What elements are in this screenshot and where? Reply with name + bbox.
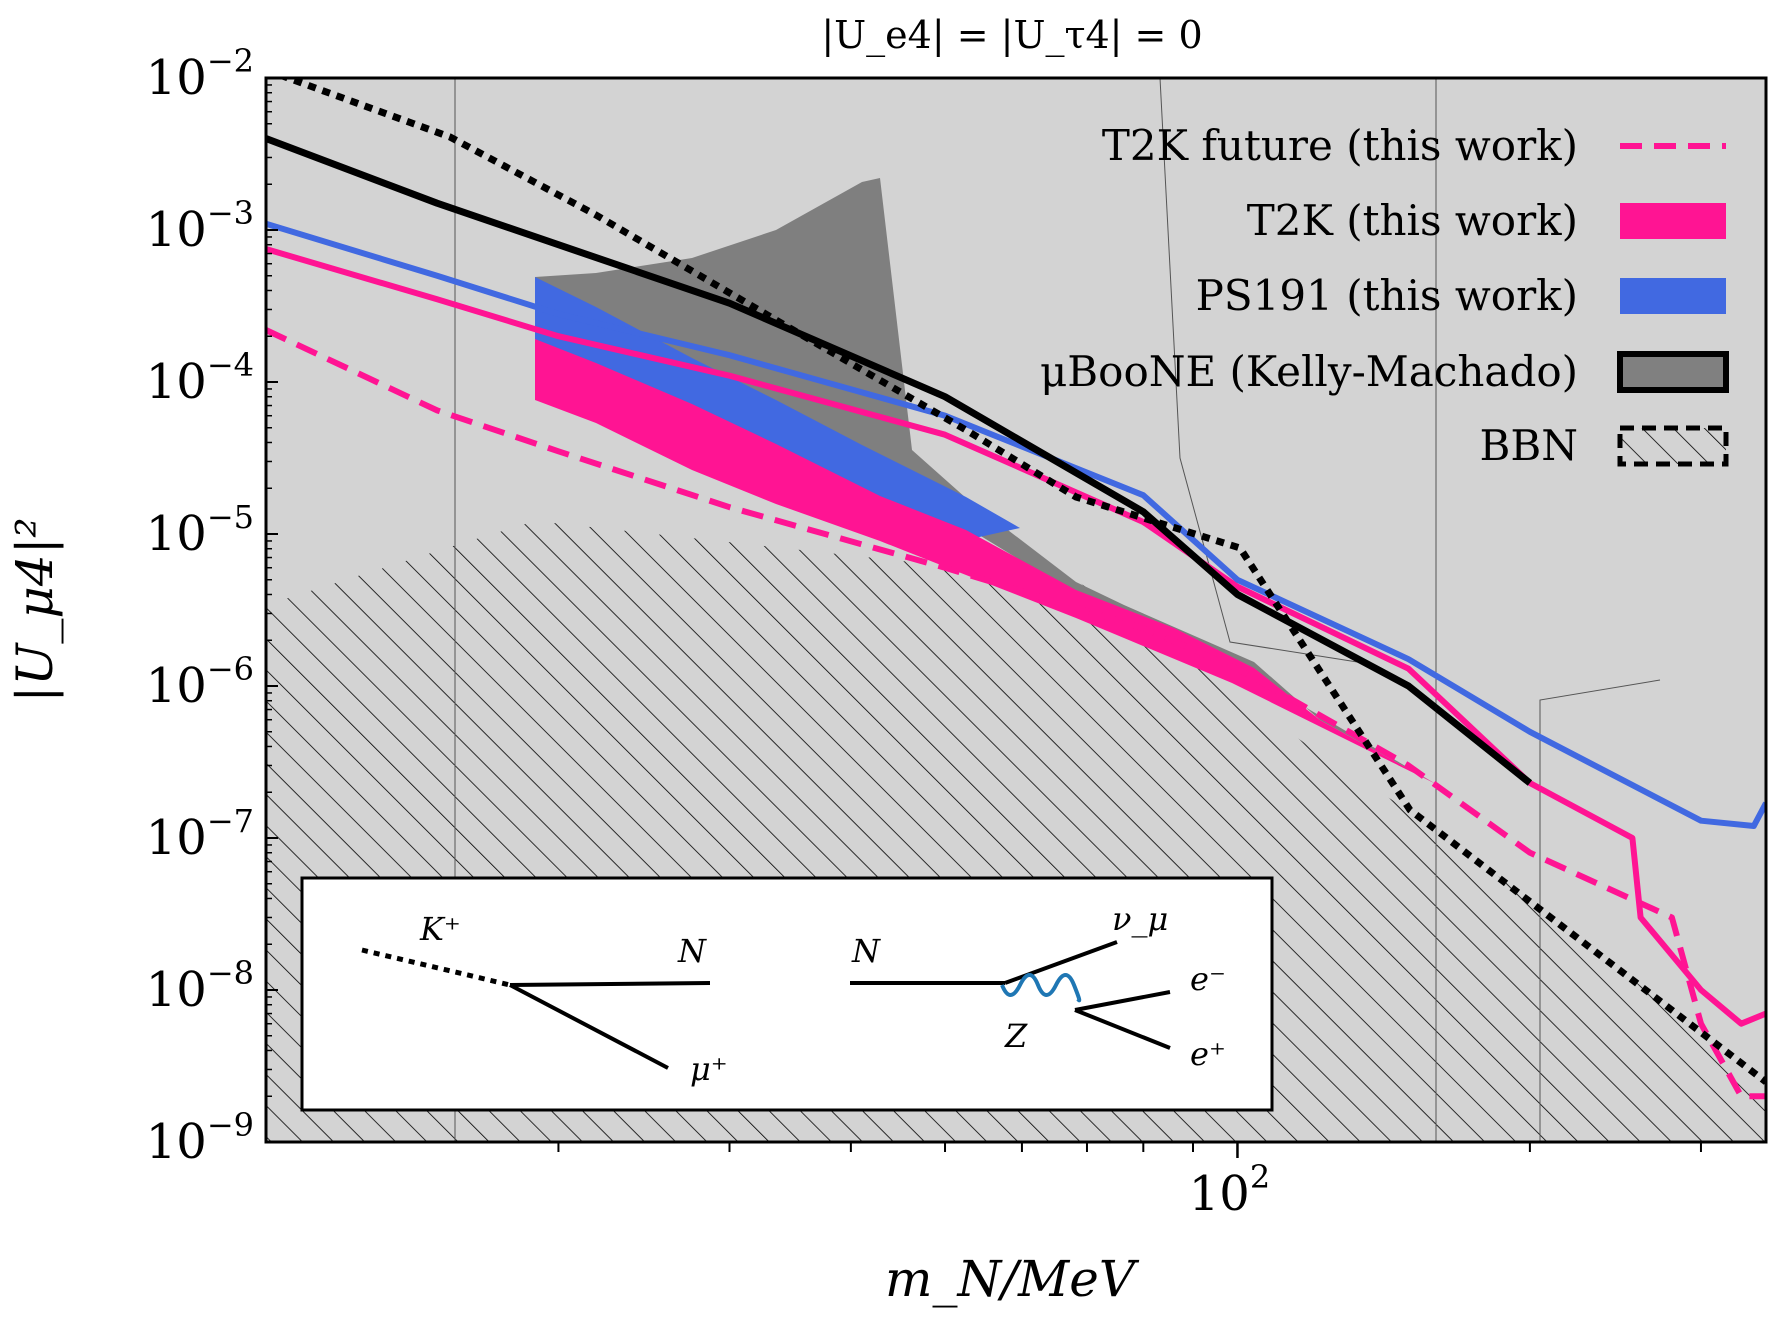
feynman-inset: K⁺ N μ⁺ N ν_μ e⁻ e⁺ Z <box>300 876 1274 1112</box>
y-axis-ticks: 10−2 10−3 10−4 10−5 10−6 10−7 10−8 10−9 <box>146 42 278 1170</box>
z-boson-wavy-line <box>1000 973 1082 1003</box>
microboone-shaded-region <box>535 178 1436 784</box>
t2k-band <box>535 339 1436 784</box>
label-electron: e⁻ <box>1190 960 1226 998</box>
label-n-left: N <box>677 932 707 970</box>
y-tick-label-1: 10−3 <box>146 194 254 258</box>
legend-swatch-4 <box>1617 425 1729 467</box>
legend: T2K future (this work) T2K (this work) PS1… <box>1040 121 1729 470</box>
legend-label-0: T2K future (this work) <box>1102 121 1578 170</box>
series-line-3 <box>266 135 1533 786</box>
label-positron: e⁺ <box>1190 1035 1226 1073</box>
legend-swatch-3 <box>1617 351 1729 393</box>
x-axis-label: m_N/MeV <box>885 1250 1140 1308</box>
heavy-neutrino-line-left <box>509 981 711 987</box>
legend-label-4: BBN <box>1480 421 1578 470</box>
y-axis-label: |U_μ4|² <box>6 517 64 702</box>
legend-label-3: μBooNE (Kelly-Machado) <box>1040 347 1578 396</box>
inset-box <box>300 876 1274 1112</box>
label-nu-mu: ν_μ <box>1112 900 1168 938</box>
series-line-1 <box>266 246 1766 1027</box>
series-line-0 <box>266 327 1766 1100</box>
x-axis-ticks: 102 <box>557 1142 1702 1222</box>
series-line-2 <box>266 220 1766 829</box>
kaon-dotted-line <box>361 947 511 988</box>
y-tick-label-6: 10−8 <box>146 954 254 1018</box>
legend-swatch-1 <box>1620 203 1726 239</box>
y-tick-label-4: 10−6 <box>146 650 254 714</box>
chart-title: |U_e4| = |U_τ4| = 0 <box>821 13 1202 58</box>
ps191-band <box>535 277 1020 540</box>
positron-line <box>1074 1008 1171 1050</box>
label-muon: μ⁺ <box>690 1050 728 1088</box>
electron-line <box>1074 990 1171 1012</box>
legend-label-2: PS191 (this work) <box>1196 271 1578 320</box>
label-z-boson: Z <box>1004 1017 1028 1055</box>
grey-limit-line-4 <box>1539 679 1661 1142</box>
y-tick-label-0: 10−2 <box>146 42 254 106</box>
legend-label-1: T2K (this work) <box>1247 196 1578 245</box>
y-tick-label-2: 10−4 <box>146 346 254 410</box>
muon-line <box>509 983 669 1070</box>
x-tick-label-0: 102 <box>1189 1158 1270 1222</box>
label-n-right: N <box>851 932 881 970</box>
y-tick-label-7: 10−9 <box>146 1106 254 1170</box>
y-tick-label-5: 10−7 <box>146 802 254 866</box>
plot-area <box>266 78 1766 1142</box>
y-tick-label-3: 10−5 <box>146 498 254 562</box>
legend-swatch-2 <box>1620 278 1726 314</box>
plot-frame <box>264 76 1768 1144</box>
series-layer <box>266 135 1766 1100</box>
label-kaon: K⁺ <box>419 910 461 948</box>
